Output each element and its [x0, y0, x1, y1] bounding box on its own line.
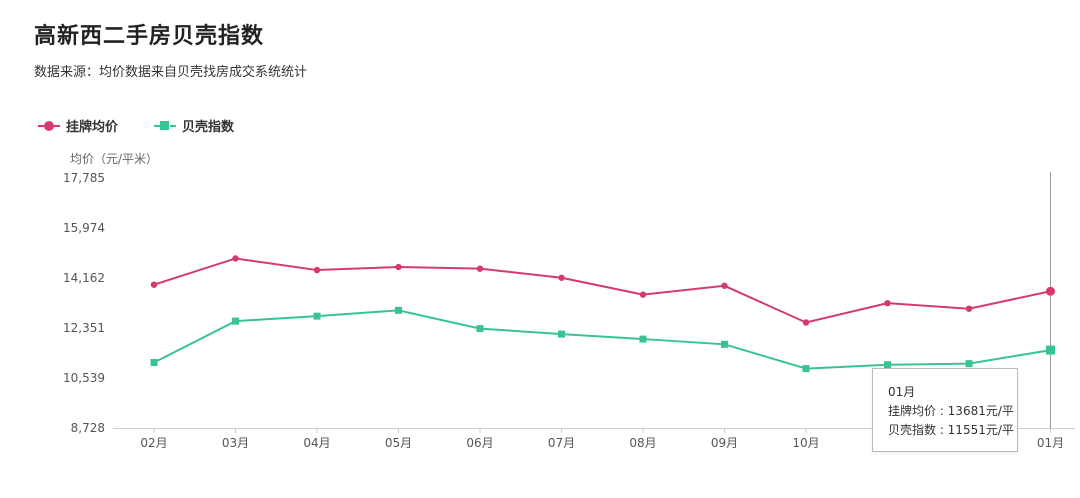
x-tick-label: 02月	[140, 436, 167, 450]
tooltip-line-series1: 挂牌均价 : 13681元/平	[888, 404, 1014, 418]
x-tick-label: 09月	[711, 436, 738, 450]
data-point	[721, 282, 728, 289]
y-axis-label: 均价（元/平米）	[70, 152, 159, 166]
data-source-note: 数据来源：均价数据来自贝壳找房成交系统统计	[34, 65, 308, 80]
x-tick-label: 04月	[303, 436, 330, 450]
data-point	[721, 340, 728, 348]
data-point	[639, 291, 647, 298]
chart-tooltip: 01月 挂牌均价 : 13681元/平 贝壳指数 : 11551元/平	[872, 368, 1018, 452]
data-point	[558, 330, 565, 338]
legend-item-series1[interactable]: 挂牌均价	[38, 116, 118, 135]
x-tick-label: 05月	[385, 436, 412, 450]
data-point	[476, 265, 484, 272]
y-tick-label: 12,351	[63, 321, 105, 335]
data-point	[965, 305, 973, 312]
x-tick-label: 01月	[1037, 436, 1064, 450]
x-tick-label: 08月	[629, 436, 656, 450]
data-point	[150, 281, 158, 288]
data-point	[802, 365, 810, 373]
y-tick-label: 10,539	[63, 371, 105, 385]
legend-label-series2: 贝壳指数	[182, 120, 235, 135]
data-point	[884, 361, 891, 369]
data-point	[395, 263, 402, 271]
data-point	[802, 319, 810, 326]
chart-legend: 挂牌均价 贝壳指数	[38, 116, 234, 135]
data-point	[313, 266, 321, 274]
page-title: 高新西二手房贝壳指数	[34, 24, 265, 49]
x-tick-label: 07月	[548, 436, 575, 450]
y-tick-label: 17,785	[63, 171, 105, 185]
legend-label-series1: 挂牌均价	[66, 120, 119, 135]
data-point	[150, 359, 158, 367]
x-tick-label: 10月	[792, 436, 819, 450]
y-tick-label: 8,728	[71, 421, 105, 435]
data-point	[395, 306, 402, 314]
y-tick-label: 15,974	[63, 221, 105, 235]
data-point	[884, 299, 891, 307]
tooltip-line-series2: 贝壳指数 : 11551元/平	[888, 423, 1014, 437]
data-point	[476, 325, 484, 333]
tooltip-title: 01月	[888, 385, 916, 399]
data-point	[1046, 286, 1055, 296]
series-line-2	[153, 309, 1051, 370]
data-point	[965, 360, 973, 368]
data-point	[232, 255, 239, 262]
y-tick-label: 14,162	[63, 271, 105, 285]
series-line-1	[153, 257, 1051, 324]
data-point	[232, 317, 239, 325]
data-point	[558, 274, 565, 281]
circle-marker-icon	[38, 120, 60, 132]
data-point	[1046, 345, 1055, 355]
x-tick-label: 03月	[222, 436, 249, 450]
data-point	[313, 312, 321, 320]
x-tick-label: 06月	[466, 436, 493, 450]
data-point	[639, 335, 647, 343]
legend-item-series2[interactable]: 贝壳指数	[154, 116, 234, 135]
square-marker-icon	[154, 120, 177, 132]
